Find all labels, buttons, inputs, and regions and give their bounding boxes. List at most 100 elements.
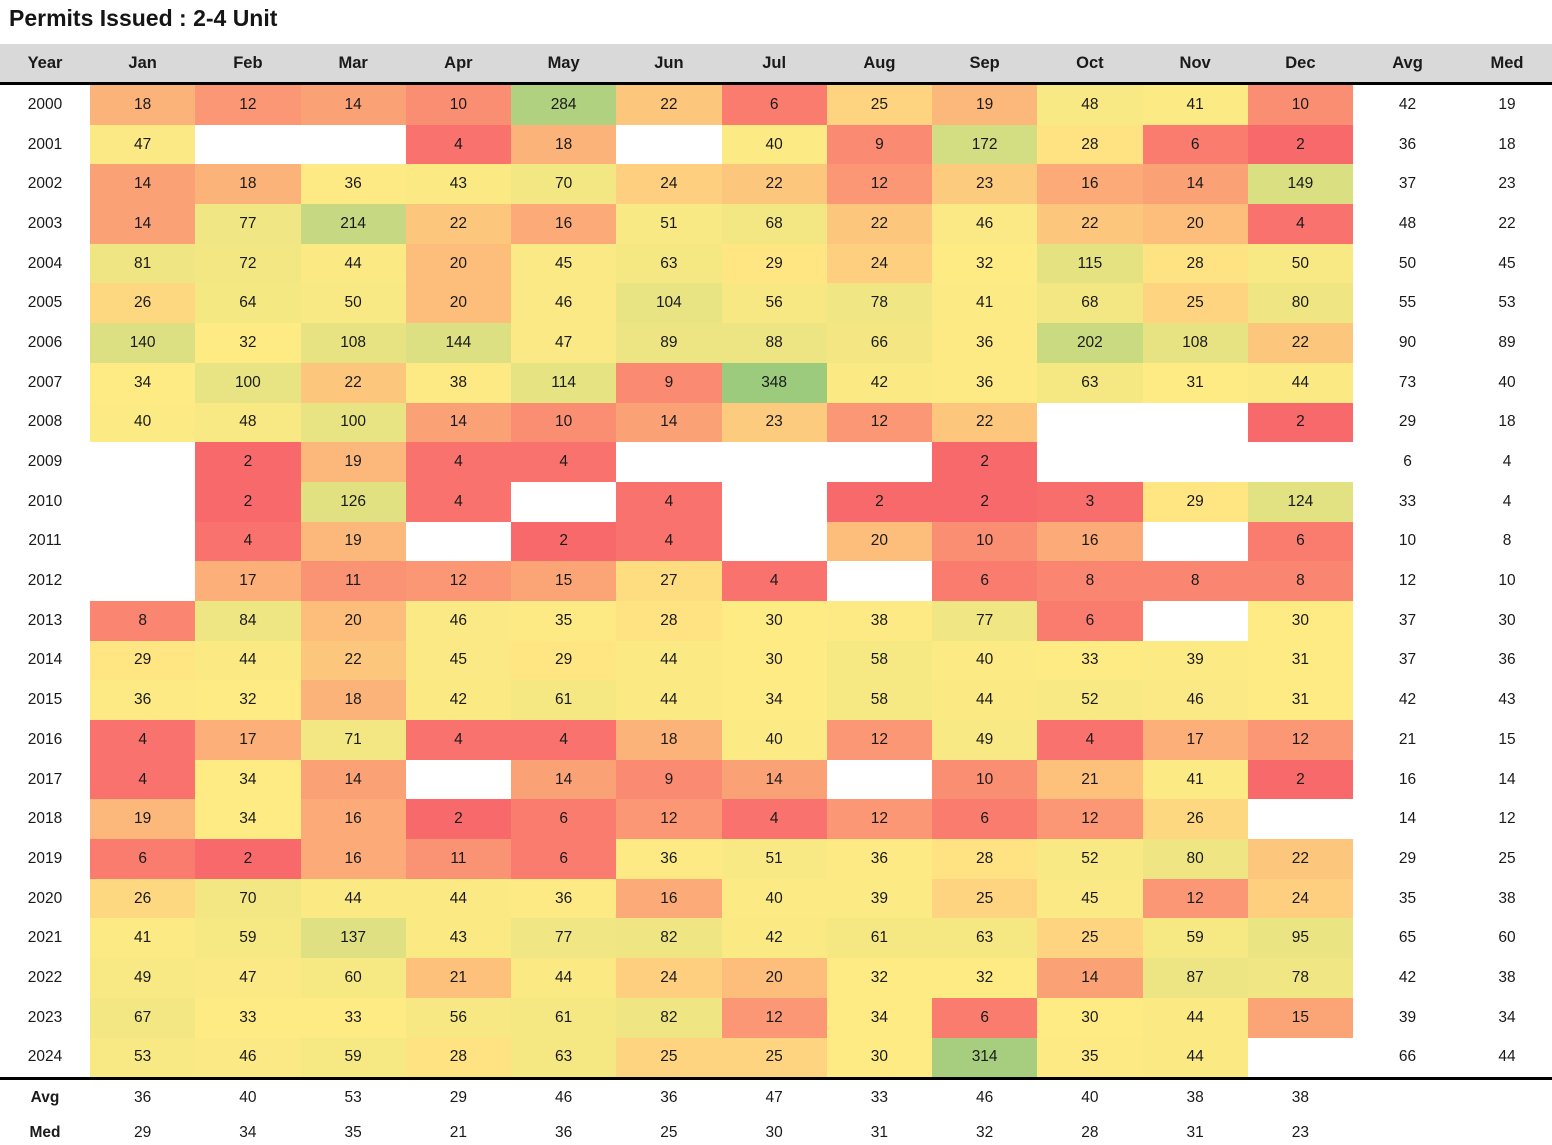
- heatmap-cell: 36: [616, 839, 722, 879]
- heatmap-cell: 63: [616, 243, 722, 284]
- heatmap-cell: 41: [1142, 759, 1248, 800]
- row-year-label: 2020: [0, 878, 90, 919]
- heatmap-cell: 40: [721, 124, 827, 165]
- heatmap-cell: 42: [826, 362, 932, 403]
- heatmap-cell: [1142, 442, 1248, 482]
- row-year-label: 2001: [0, 124, 90, 165]
- heatmap-cell: 41: [90, 918, 196, 959]
- heatmap-cell: 17: [1142, 720, 1248, 760]
- heatmap-cell: 78: [1247, 958, 1353, 998]
- column-header-apr: Apr: [405, 44, 511, 85]
- table-row-2003: 2003 14 77 214 22 16 51 68 22 46 22 20 4 48 22: [0, 204, 1552, 244]
- heatmap-cell: 22: [1247, 839, 1353, 879]
- heatmap-cell: 60: [300, 958, 406, 998]
- table-row-2001: 2001 47 4 18 40 9 172 28 6 2 36 18: [0, 124, 1552, 165]
- heatmap-cell: 26: [1142, 799, 1248, 840]
- column-header-jan: Jan: [90, 44, 196, 85]
- heatmap-cell: 31: [1247, 640, 1353, 681]
- heatmap-cell: 44: [616, 680, 722, 720]
- table-row-2015: 2015 36 32 18 42 61 44 34 58 44 52 46 31 42 43: [0, 680, 1552, 720]
- heatmap-cell: 19: [90, 799, 196, 840]
- heatmap-cell: 14: [1142, 164, 1248, 205]
- heatmap-cell: 30: [1247, 600, 1353, 641]
- heatmap-cell: 12: [1142, 878, 1248, 919]
- heatmap-cell: 17: [195, 561, 301, 601]
- table-row-2018: 2018 19 34 16 2 6 12 4 12 6 12 26 14 12: [0, 799, 1552, 840]
- heatmap-cell: 115: [1037, 243, 1143, 284]
- heatmap-cell: 6: [932, 561, 1038, 601]
- header-row: Year Jan Feb Mar Apr May Jun Jul Aug Sep Oct Nov Dec…: [0, 44, 1552, 85]
- row-avg-value: 10: [1353, 521, 1462, 562]
- heatmap-cell: 19: [932, 83, 1038, 125]
- heatmap-cell: 104: [616, 283, 722, 324]
- heatmap-cell: 95: [1247, 918, 1353, 959]
- heatmap-cell: 52: [1037, 680, 1143, 720]
- heatmap-cell: 30: [721, 640, 827, 681]
- heatmap-cell: 80: [1142, 839, 1248, 879]
- table-header: Year Jan Feb Mar Apr May Jun Jul Aug Sep Oct Nov Dec…: [0, 44, 1552, 85]
- heatmap-cell: 41: [1142, 83, 1248, 125]
- footer-stat-value: 30: [721, 1115, 827, 1145]
- row-med-value: 23: [1462, 164, 1552, 205]
- heatmap-cell: 87: [1142, 958, 1248, 998]
- footer-stat-value: 29: [90, 1115, 196, 1145]
- heatmap-cell: 35: [1037, 1037, 1143, 1079]
- table-row-2006: 2006 140 32 108 144 47 89 88 66 36 202 108 22 90 89: [0, 323, 1552, 363]
- heatmap-cell: 20: [826, 521, 932, 562]
- heatmap-cell: 38: [826, 600, 932, 641]
- heatmap-cell: 2: [511, 521, 617, 562]
- heatmap-cell: 24: [616, 958, 722, 998]
- row-year-label: 2023: [0, 997, 90, 1038]
- heatmap-cell: [1247, 1037, 1353, 1079]
- heatmap-cell: 6: [511, 799, 617, 840]
- row-med-value: 22: [1462, 204, 1552, 244]
- heatmap-cell: 8: [1037, 561, 1143, 601]
- row-med-value: 40: [1462, 362, 1552, 403]
- table-row-2008: 2008 40 48 100 14 10 14 23 12 22 2 29 18: [0, 402, 1552, 443]
- heatmap-cell: 29: [721, 243, 827, 284]
- heatmap-cell: 38: [405, 362, 511, 403]
- row-year-label: 2004: [0, 243, 90, 284]
- row-avg-value: 21: [1353, 720, 1462, 760]
- heatmap-cell: 10: [932, 759, 1038, 800]
- footer-empty-avg: [1353, 1115, 1462, 1145]
- heatmap-cell: 44: [616, 640, 722, 681]
- footer-stat-value: 33: [826, 1077, 932, 1116]
- row-year-label: 2018: [0, 799, 90, 840]
- heatmap-cell: 70: [195, 878, 301, 919]
- row-med-value: 38: [1462, 878, 1552, 919]
- footer-stat-value: 40: [195, 1077, 301, 1116]
- heatmap-cell: 49: [932, 720, 1038, 760]
- heatmap-cell: 2: [195, 839, 301, 879]
- heatmap-cell: 45: [1037, 878, 1143, 919]
- heatmap-cell: 9: [616, 759, 722, 800]
- heatmap-cell: 15: [1247, 997, 1353, 1038]
- heatmap-cell: 45: [511, 243, 617, 284]
- row-year-label: 2000: [0, 83, 90, 125]
- footer-stat-value: 23: [1247, 1115, 1353, 1145]
- heatmap-cell: 214: [300, 204, 406, 244]
- table-row-2024: 2024 53 46 59 28 63 25 25 30 314 35 44 66 44: [0, 1037, 1552, 1079]
- row-med-value: 38: [1462, 958, 1552, 998]
- row-avg-value: 29: [1353, 839, 1462, 879]
- row-avg-value: 42: [1353, 958, 1462, 998]
- heatmap-cell: 4: [616, 481, 722, 522]
- heatmap-cell: 20: [300, 600, 406, 641]
- table-body: 2000 18 12 14 10 284 22 6 25 19 48 41 10 42 19 2001 47 4 1…: [0, 83, 1552, 1145]
- heatmap-cell: 8: [1142, 561, 1248, 601]
- footer-row-med: Med 29 34 35 21 36 25 30 31 32 28 31 23: [0, 1115, 1552, 1145]
- heatmap-cell: 22: [300, 640, 406, 681]
- heatmap-cell: [616, 442, 722, 482]
- heatmap-cell: 77: [932, 600, 1038, 641]
- heatmap-cell: 72: [195, 243, 301, 284]
- heatmap-cell: 67: [90, 997, 196, 1038]
- heatmap-cell: 68: [721, 204, 827, 244]
- heatmap-cell: 4: [405, 720, 511, 760]
- footer-row-avg: Avg 36 40 53 29 46 36 47 33 46 40 38 38: [0, 1077, 1552, 1116]
- row-med-value: 53: [1462, 283, 1552, 324]
- heatmap-cell: 29: [1142, 481, 1248, 522]
- heatmap-cell: [721, 442, 827, 482]
- heatmap-cell: 20: [405, 283, 511, 324]
- heatmap-cell: 34: [195, 759, 301, 800]
- row-med-value: 36: [1462, 640, 1552, 681]
